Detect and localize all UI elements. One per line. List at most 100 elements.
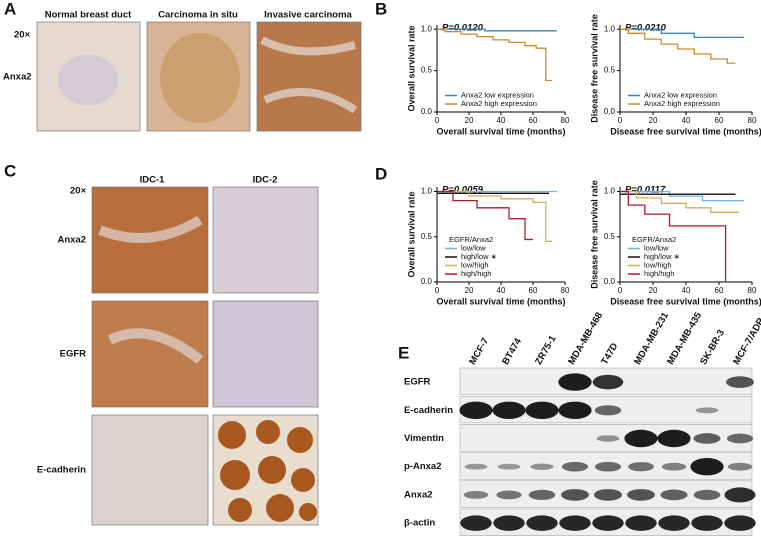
survival-curve: [437, 28, 557, 32]
x-tick-label: 80: [561, 286, 570, 295]
blot-band: [627, 489, 655, 501]
legend-label: Anxa2 high expression: [461, 99, 537, 108]
column-header: Normal breast duct: [45, 10, 132, 21]
legend-label: high/low ∗: [461, 252, 497, 261]
cell-line-label: MDA-MB-468: [566, 311, 605, 367]
blot-band: [594, 405, 622, 416]
blot-band: [661, 462, 687, 471]
micrograph-detail: [218, 420, 317, 522]
blot-band: [528, 489, 556, 500]
x-tick-label: 20: [649, 116, 658, 125]
x-tick-label: 0: [618, 286, 623, 295]
blot-band: [592, 374, 624, 390]
p-value: P=0.0059: [442, 185, 484, 196]
legend-label: low/high: [461, 260, 489, 269]
survival-curve: [620, 28, 736, 64]
column-header: IDC-1: [140, 175, 166, 186]
legend-title: EGFR/Anxa2: [449, 235, 493, 244]
blot-band: [726, 433, 754, 444]
micrograph-detail: [58, 55, 118, 105]
micrograph: [256, 21, 362, 132]
survival-curve: [620, 28, 744, 39]
blot-band: [624, 429, 658, 448]
legend-label: high/low ∗: [644, 252, 680, 261]
legend-label: low/high: [644, 260, 672, 269]
x-tick-label: 0: [435, 286, 440, 295]
blot-band: [460, 515, 492, 531]
blot-band: [559, 515, 591, 531]
y-tick-label: 1.0: [604, 24, 616, 33]
survival-curve: [620, 190, 727, 282]
blot-band: [657, 429, 691, 448]
western-blot: EGFR E-cadherin Vimentin p-Anxa2 Anxa2 β-acti…: [404, 310, 761, 536]
p-value: P=0.0117: [625, 185, 666, 196]
survival-curve: [620, 190, 739, 213]
blot-band: [525, 401, 559, 419]
protein-label: EGFR: [404, 377, 431, 388]
blot-band: [526, 515, 558, 531]
blot-band: [558, 373, 592, 391]
y-tick-label: 0.0: [604, 277, 616, 286]
survival-curve: [437, 190, 533, 241]
y-tick-label: 0.0: [421, 277, 433, 286]
row-label: E-cadherin: [37, 465, 86, 476]
survival-curve: [437, 28, 553, 82]
x-tick-label: 20: [465, 116, 474, 125]
micrograph: [91, 414, 209, 526]
y-axis-label: Overall survival rate: [406, 25, 416, 111]
y-tick-label: 1.0: [421, 24, 433, 33]
x-tick-label: 60: [715, 286, 724, 295]
cell-line-label: BT474: [500, 336, 524, 367]
p-value: P=0.0120: [442, 23, 484, 34]
row-label: Anxa2: [3, 72, 32, 83]
x-axis-label: Overall survival time (months): [436, 296, 565, 306]
x-tick-label: 60: [529, 116, 538, 125]
blot-band: [727, 462, 753, 471]
legend-label: Anxa2 high expression: [644, 99, 720, 108]
legend-label: high/high: [461, 269, 491, 278]
y-tick-label: 0.5: [604, 66, 616, 75]
x-tick-label: 60: [715, 116, 724, 125]
legend-label: Anxa2 low expression: [461, 90, 534, 99]
survival-curve: [620, 190, 744, 202]
cell-line-label: MDA-MB-231: [632, 310, 671, 367]
blot-band: [724, 515, 756, 531]
p-value: P=0.0210: [625, 23, 667, 34]
blot-band: [561, 461, 589, 472]
micrograph-detail: [98, 215, 204, 364]
y-axis-label: Disease free survival rate: [589, 180, 599, 289]
legend-label: high/high: [644, 269, 674, 278]
x-tick-label: 20: [649, 286, 658, 295]
legend-label: low/low: [461, 243, 486, 252]
protein-label: Anxa2: [404, 489, 433, 500]
blot-band: [464, 463, 488, 470]
legend-label: low/low: [644, 243, 669, 252]
blot-band: [726, 376, 754, 388]
blot-band: [691, 515, 723, 531]
row-label: EGFR: [60, 349, 87, 360]
magnification: 20×: [70, 186, 87, 197]
cell-line-label: MDA-MB-435: [665, 310, 704, 367]
micrograph: [212, 186, 319, 294]
cell-line-label: SK-BR-3: [698, 328, 727, 367]
panel-label: E: [398, 343, 409, 362]
x-tick-label: 80: [561, 116, 570, 125]
column-header: IDC-2: [253, 175, 278, 186]
blot-band: [625, 515, 657, 531]
panel-label: A: [4, 0, 16, 18]
micrograph-detail: [260, 36, 358, 114]
blot-band: [558, 401, 592, 419]
y-tick-label: 1.0: [604, 187, 616, 196]
y-axis-label: Disease free survival rate: [589, 14, 599, 123]
panel-label: C: [4, 161, 16, 180]
panel-label: D: [375, 164, 387, 183]
blot-band: [459, 401, 493, 419]
x-tick-label: 40: [497, 116, 506, 125]
cell-line-label: T47D: [599, 341, 620, 367]
y-tick-label: 0.5: [421, 232, 433, 241]
legend-title: EGFR/Anxa2: [632, 235, 676, 244]
x-tick-label: 0: [618, 116, 623, 125]
micrograph: [212, 300, 319, 408]
